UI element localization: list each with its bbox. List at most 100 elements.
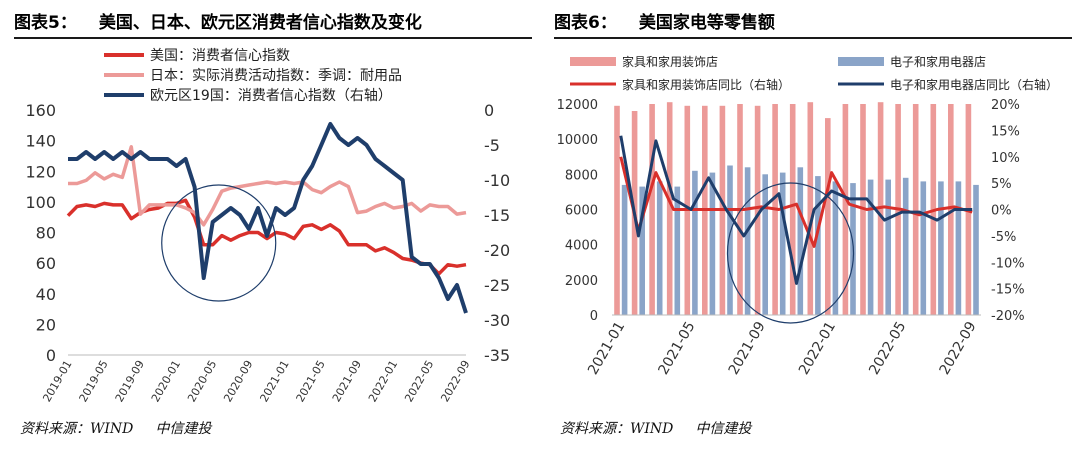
- y-left-tick-label: 8000: [565, 168, 598, 183]
- bar-series-2: [797, 167, 804, 315]
- x-tick-label: 2020-05: [185, 358, 219, 404]
- x-tick-label: 2021-01: [257, 358, 291, 404]
- bar-series-2: [727, 165, 733, 315]
- y-right-tick-label: -10: [484, 171, 510, 190]
- x-tick-label: 2022-05: [866, 319, 909, 378]
- chart-panel-consumer-confidence: 图表5： 美国、日本、欧元区消费者信心指数及变化 0 20 40 60 80 100 120 1…: [14, 8, 532, 438]
- legend-label-4: 电子和家用电器店同比（右轴）: [890, 77, 1058, 92]
- y-left-tick-label: 6000: [565, 204, 598, 219]
- y-left-tick-label: 10000: [557, 133, 598, 148]
- annotation-circle: [161, 184, 277, 302]
- figure-label: 图表6：: [554, 13, 617, 33]
- source-note: 资料来源：WIND 中信建投: [560, 418, 773, 438]
- bar-series-2: [815, 176, 821, 315]
- bar-series-1: [825, 118, 831, 315]
- appliance-retail-chart: 0 2000 4000 6000 8000 10000 12000 20% 15% 10% 5% 0%…: [557, 54, 1058, 378]
- bar-series-2: [779, 172, 786, 315]
- y-left-tick-label: 60: [36, 254, 56, 273]
- y-left-tick-label: 20: [36, 315, 56, 334]
- x-tick-label: 2022-01: [796, 319, 839, 378]
- bar-series-2: [639, 186, 645, 315]
- y-left-tick-label: 120: [25, 162, 56, 181]
- bar-series-1: [666, 102, 673, 315]
- y-left-tick-label: 40: [36, 285, 56, 304]
- series-line-2: [68, 145, 467, 227]
- y-right-tick-label: -10%: [991, 256, 1025, 271]
- title-text: 美国、日本、欧元区消费者信心指数及变化: [98, 13, 422, 33]
- bar-series-1: [649, 104, 655, 315]
- bar-series-1: [912, 104, 919, 315]
- y-right-tick-label: 15%: [991, 124, 1020, 139]
- y-right-tick-label: -15%: [991, 283, 1025, 298]
- bar-series-2: [656, 181, 663, 315]
- y-right-tick-label: -5: [484, 136, 500, 155]
- legend-label-2: 电子和家用电器店: [890, 54, 986, 69]
- legend-label-1: 美国：消费者信心指数: [150, 48, 290, 64]
- series-line-3: [68, 122, 468, 314]
- legend-label-3: 家具和家用装饰店同比（右轴）: [622, 77, 790, 92]
- bar-series-1: [807, 102, 814, 315]
- bar-series-2: [902, 177, 909, 315]
- bar-series-2: [938, 181, 944, 315]
- bar-series-1: [842, 104, 849, 315]
- y-left-tick-label: 2000: [565, 274, 598, 289]
- y-left-tick-label: 0: [590, 309, 598, 324]
- x-tick-label: 2022-05: [402, 358, 436, 404]
- y-right-tick-label: -20%: [991, 309, 1025, 324]
- source-label: 资料来源：WIND: [560, 421, 674, 437]
- y-left-tick-label: 100: [25, 193, 56, 212]
- figure-label: 图表5：: [14, 13, 77, 33]
- bar-series-1: [789, 104, 796, 315]
- bar-series-2: [692, 170, 698, 315]
- x-tick-label: 2021-01: [585, 319, 628, 378]
- bar-series-1: [948, 104, 954, 315]
- chart-title: 图表5： 美国、日本、欧元区消费者信心指数及变化: [14, 8, 422, 33]
- x-tick-label: 2021-05: [655, 319, 698, 378]
- bar-series-2: [832, 181, 839, 315]
- line-series-1: [619, 156, 973, 248]
- y-right-tick-label: -20: [484, 241, 510, 260]
- y-right-tick-label: -5%: [991, 230, 1016, 245]
- bar-series-2: [621, 184, 628, 315]
- y-left-tick-label: 12000: [557, 98, 598, 113]
- legend-swatch-1: [570, 57, 616, 66]
- bar-series-2: [920, 181, 927, 315]
- annotation-circle: [726, 182, 855, 324]
- y-right-tick-label: -30: [484, 311, 510, 330]
- bar-series-2: [867, 179, 874, 315]
- y-right-tick-label: 0%: [991, 204, 1012, 219]
- x-tick-label: 2021-05: [294, 358, 328, 404]
- x-tick-label: 2019-09: [113, 358, 147, 404]
- consumer-confidence-chart: 0 20 40 60 80 100 120 140 160 0 -5 -10 -15 -20 -25 -30 -…: [25, 48, 510, 404]
- source-org: 中信建投: [695, 421, 752, 437]
- title-divider: [14, 37, 532, 39]
- x-tick-label: 2022-01: [366, 358, 400, 404]
- series-line-1: [66, 198, 467, 276]
- x-tick-label: 2020-01: [149, 358, 183, 404]
- x-tick-label: 2022-09: [438, 358, 472, 404]
- chart-panel-appliance-retail: 图表6： 美国家电等零售额 0 2000 4000 6000 8000 10000 12000…: [540, 0, 1080, 456]
- bar-series-2: [744, 167, 751, 315]
- y-right-tick-label: 10%: [991, 151, 1020, 166]
- chart-title: 图表6： 美国家电等零售额: [554, 8, 775, 33]
- y-left-tick-label: 80: [36, 224, 56, 243]
- bar-series-2: [674, 186, 681, 315]
- y-left-tick-label: 4000: [565, 239, 598, 254]
- y-right-tick-label: 20%: [991, 98, 1020, 113]
- title-divider: [554, 37, 1072, 39]
- y-right-tick-label: 5%: [991, 177, 1012, 192]
- source-note: 资料来源：WIND 中信建投: [20, 418, 233, 438]
- x-tick-label: 2021-09: [330, 358, 364, 404]
- legend-label-3: 欧元区19国：消费者信心指数（右轴）: [150, 88, 392, 104]
- legend-label-2: 日本：实际消费活动指数：季调：耐用品: [150, 68, 402, 84]
- bar-series-2: [885, 179, 891, 315]
- bar-series-2: [709, 172, 716, 315]
- x-tick-label: 2022-09: [937, 319, 980, 378]
- bar-series-2: [762, 174, 768, 315]
- bar-series-2: [955, 181, 962, 315]
- y-left-tick-label: 140: [25, 132, 56, 151]
- x-tick-label: 2021-09: [726, 319, 769, 378]
- title-text: 美国家电等零售额: [638, 13, 775, 33]
- y-left-tick-label: 0: [46, 346, 56, 365]
- source-org: 中信建投: [155, 421, 212, 437]
